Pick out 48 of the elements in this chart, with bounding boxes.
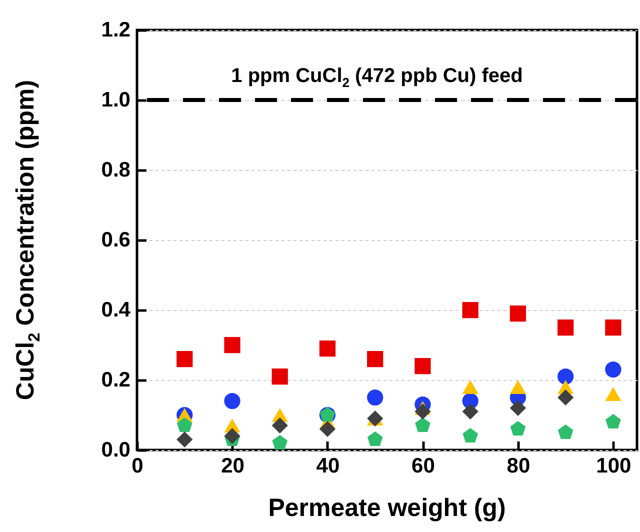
point	[414, 358, 431, 374]
point	[176, 350, 193, 368]
y-tick-label: 0.0	[101, 438, 130, 462]
y-tick-label: 0.4	[101, 298, 131, 322]
point	[605, 361, 622, 378]
point	[510, 305, 526, 322]
point	[558, 389, 574, 406]
point	[414, 403, 431, 420]
point	[319, 340, 336, 357]
point	[272, 417, 288, 434]
point	[224, 428, 240, 444]
x-tick-label: 60	[412, 454, 435, 478]
y-tick-label: 0.2	[101, 368, 130, 392]
point	[272, 368, 288, 385]
point	[510, 380, 526, 394]
point	[558, 319, 574, 336]
x-tick-label: 20	[221, 454, 244, 478]
point	[367, 389, 384, 406]
point	[462, 302, 478, 318]
point	[606, 414, 621, 429]
x-tick-label: 40	[316, 454, 340, 478]
y-tick-label: 1.0	[101, 88, 130, 112]
point	[462, 403, 478, 420]
point	[605, 387, 622, 401]
point	[558, 368, 574, 385]
x-tick-label: 100	[596, 454, 632, 478]
x-tick-label: 0	[132, 454, 144, 478]
point	[558, 424, 574, 440]
point	[224, 336, 240, 354]
y-tick-label: 0.6	[101, 228, 130, 252]
point	[176, 431, 193, 448]
point	[510, 400, 526, 416]
point	[272, 434, 288, 450]
point	[510, 420, 526, 436]
x-tick-label: 80	[506, 454, 530, 478]
point	[367, 350, 384, 368]
point	[319, 420, 336, 438]
point	[415, 417, 430, 432]
point	[462, 380, 478, 394]
y-tick-label: 0.8	[101, 158, 131, 182]
point	[224, 392, 240, 410]
y-tick-label: 1.2	[101, 18, 130, 42]
point	[605, 319, 622, 336]
x-axis-title: Permeate weight (g)	[268, 494, 506, 523]
point	[462, 428, 478, 443]
ref-line-label: 1 ppm CuCl$_{2}$ (472 ppb Cu) feed	[231, 65, 523, 90]
point	[176, 417, 192, 432]
point	[367, 431, 383, 446]
